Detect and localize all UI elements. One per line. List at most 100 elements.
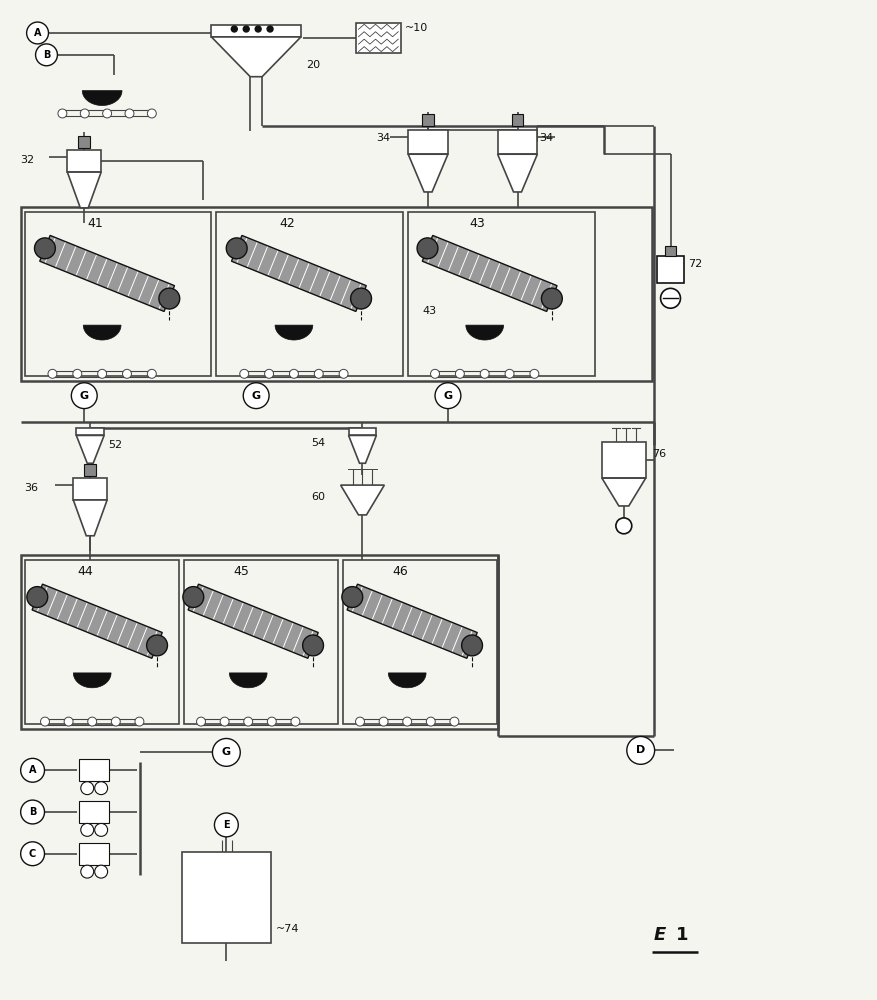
Polygon shape [408,154,447,192]
Bar [216,212,403,376]
Polygon shape [388,673,425,688]
Text: 46: 46 [392,565,408,578]
Circle shape [111,717,120,726]
Circle shape [21,758,45,782]
Circle shape [504,369,513,378]
Polygon shape [32,584,162,658]
Polygon shape [68,172,101,208]
Bar [664,246,675,256]
Polygon shape [74,500,107,536]
Circle shape [88,717,96,726]
Text: A: A [34,28,41,38]
Circle shape [81,823,94,836]
Circle shape [314,369,323,378]
Circle shape [95,823,108,836]
Text: C: C [29,849,36,859]
Polygon shape [188,584,318,658]
Circle shape [81,782,94,795]
Circle shape [480,369,488,378]
Circle shape [541,288,561,309]
Bar [25,560,178,724]
Circle shape [434,383,460,409]
Bar [76,428,104,435]
Circle shape [95,782,108,795]
Text: 41: 41 [87,217,103,230]
Bar [182,852,271,943]
Circle shape [341,587,362,607]
Circle shape [21,800,45,824]
Circle shape [97,369,106,378]
Bar [348,428,376,435]
Circle shape [212,738,240,766]
Polygon shape [76,435,104,463]
Bar [497,130,537,154]
Polygon shape [83,325,121,340]
Text: 34: 34 [538,133,553,143]
Text: G: G [80,391,89,401]
Text: 20: 20 [305,60,319,70]
Circle shape [147,369,156,378]
Circle shape [255,26,260,32]
Polygon shape [211,37,301,77]
Circle shape [426,717,435,726]
Circle shape [403,717,411,726]
Circle shape [103,109,111,118]
Text: 45: 45 [233,565,249,578]
Bar [602,442,645,478]
Circle shape [243,383,268,409]
Bar [68,150,101,172]
Polygon shape [497,154,537,192]
Bar [183,560,338,724]
Circle shape [289,369,298,378]
Circle shape [231,26,237,32]
Polygon shape [275,325,312,340]
Polygon shape [346,584,477,658]
Circle shape [21,842,45,866]
Circle shape [430,369,439,378]
Circle shape [264,369,274,378]
Circle shape [290,717,300,726]
Bar [79,759,109,781]
Polygon shape [466,325,503,340]
Polygon shape [74,673,111,688]
Text: E: E [223,820,230,830]
Text: 34: 34 [376,133,390,143]
Text: 32: 32 [21,155,35,165]
Circle shape [339,369,347,378]
Text: 42: 42 [279,217,295,230]
Circle shape [182,587,203,607]
Circle shape [355,717,364,726]
Circle shape [239,369,248,378]
Text: B: B [43,50,50,60]
Text: B: B [29,807,36,817]
Circle shape [244,717,253,726]
Bar [79,801,109,823]
Text: 76: 76 [651,449,665,459]
Circle shape [455,369,464,378]
Circle shape [95,865,108,878]
Bar [422,114,433,126]
Text: D: D [635,745,645,755]
Circle shape [220,717,229,726]
Circle shape [26,22,48,44]
Bar [79,843,109,865]
Bar [25,212,211,376]
Circle shape [350,288,371,309]
Circle shape [214,813,238,837]
Text: G: G [252,391,260,401]
Text: ~10: ~10 [405,23,428,33]
Text: 72: 72 [688,259,702,269]
Bar [656,256,684,283]
Circle shape [196,717,205,726]
Text: 44: 44 [77,565,93,578]
Circle shape [267,26,273,32]
Text: 54: 54 [310,438,324,448]
Circle shape [123,369,132,378]
Text: G: G [222,747,231,757]
Bar [408,212,595,376]
Text: 43: 43 [422,306,436,316]
Circle shape [64,717,73,726]
Circle shape [147,109,156,118]
Text: ~74: ~74 [275,924,299,934]
Polygon shape [348,435,376,463]
